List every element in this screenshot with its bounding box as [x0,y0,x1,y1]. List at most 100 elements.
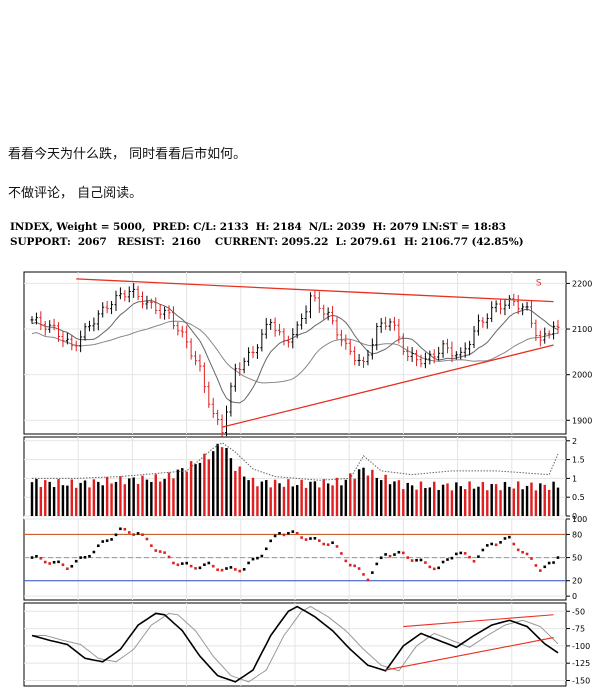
oscillator-point [88,554,91,558]
volume-bar [154,474,157,516]
oscillator-point [295,531,299,535]
post-line-1: 看看今天为什么跌， 同时看看后市如何。 [8,147,247,162]
oscillator-point [110,538,113,541]
volume-bar [424,488,427,516]
oscillator-point [508,535,511,539]
oscillator-point [428,565,432,569]
cycle-panel: -50 -75 -100 -125 -150 [23,602,590,687]
oscillator-point [176,563,180,567]
oscillator-point [494,543,498,547]
volume-bar [552,481,555,516]
oscillator-point [459,551,463,555]
volume-bar [189,461,193,516]
y-tick-label: 2100 [572,325,592,334]
y-tick-label: 100 [572,515,587,524]
oscillator-point [123,527,127,531]
volume-bar [128,478,131,516]
volume-bar [238,466,241,516]
volume-bar [220,447,224,516]
volume-bar [543,484,546,516]
oscillator-point [61,563,65,567]
oscillator-point [485,544,489,547]
volume-bar [525,485,529,516]
oscillator-point [525,552,529,556]
oscillator-point [35,555,38,558]
price-panel: 1900 2000 2100 2200 S [23,271,592,439]
oscillator-point [455,552,458,556]
volume-bar [167,472,171,516]
oscillator-point [145,537,149,541]
y-tick-label: -150 [572,676,590,685]
volume-bar [48,481,51,516]
oscillator-point [481,548,485,552]
y-tick-label: -75 [572,625,585,634]
volume-bar [105,476,109,516]
y-tick-label: 0.5 [572,493,585,502]
volume-bar [539,483,542,516]
volume-bar [101,485,104,516]
volume-bar [225,447,228,516]
oscillator-point [441,560,445,564]
volume-bar [181,468,184,516]
volume-bar [194,464,197,516]
volume-bar [260,481,264,516]
oscillator-point [287,531,290,535]
volume-bar [44,480,47,516]
oscillator-point [141,533,144,536]
oscillator-point [43,560,47,564]
oscillator-point [154,549,158,552]
volume-bar [66,485,69,516]
volume-bar [472,488,476,516]
oscillator-point [406,556,410,559]
volume-bar [309,481,312,516]
oscillator-point [348,563,352,567]
volume-bar [362,467,365,516]
oscillator-point [335,545,339,548]
volume-bar [503,481,507,516]
volume-bar [335,477,339,516]
oscillator-point [185,561,189,565]
oscillator-point [114,533,118,537]
volume-bar [437,489,440,516]
volume-bar [176,469,180,516]
volume-bar [463,489,467,516]
oscillator-point [242,568,246,571]
moving-average-slow [31,320,559,384]
volume-bar [119,476,122,516]
volume-bar [406,482,409,516]
oscillator-point [521,550,524,554]
oscillator-point [393,553,396,556]
trendline [221,344,554,428]
oscillator-point [211,564,215,568]
volume-bar [234,470,237,516]
y-tick-label: 20 [572,577,582,586]
oscillator-point [468,555,471,559]
trendline [385,637,554,671]
y-tick-label: 50 [572,554,582,563]
oscillator-point [172,561,175,565]
volume-bar [344,479,348,516]
volume-bar [371,469,374,516]
oscillator-point [516,548,520,552]
oscillator-point [282,533,286,537]
y-tick-label: 1 [572,474,577,483]
oscillator-point [366,578,370,582]
oscillator-point [472,559,476,563]
oscillator-point [309,537,312,540]
volume-bar [256,486,259,516]
volume-bar [521,489,524,516]
volume-bar [216,443,219,516]
volume-bar [79,482,82,516]
oscillator-point [503,537,507,540]
oscillator-point [203,563,206,566]
volume-bar [83,480,87,516]
oscillator-point [167,555,171,559]
volume-bar [340,485,343,516]
volume-bar [499,490,502,516]
oscillator-point [92,550,96,554]
volume-bar [287,479,290,516]
cycle-signal-line [32,605,559,683]
oscillator-point [48,562,51,565]
oscillator-point [220,568,224,572]
volume-bar [357,469,361,516]
